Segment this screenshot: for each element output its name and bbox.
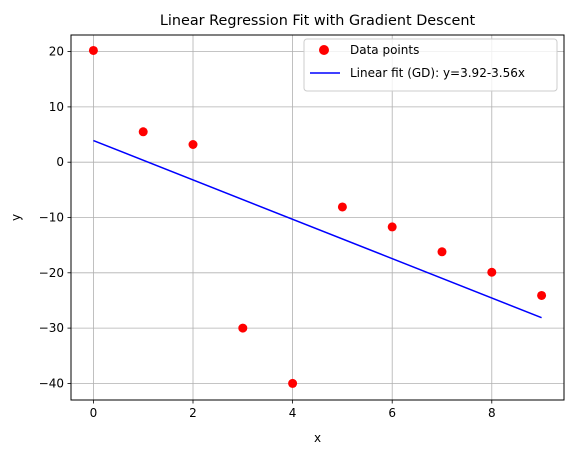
y-tick-label: −20 <box>39 266 64 280</box>
chart-title: Linear Regression Fit with Gradient Desc… <box>160 13 476 29</box>
data-point <box>238 323 248 333</box>
x-tick-label: 4 <box>289 406 297 420</box>
legend-marker-data-points <box>319 45 329 55</box>
data-point <box>387 222 397 232</box>
y-tick-label: −30 <box>39 321 64 335</box>
fit-line <box>93 139 542 319</box>
data-point <box>537 290 547 300</box>
legend: Data points Linear fit (GD): y=3.92-3.56… <box>303 38 558 92</box>
data-point <box>138 127 148 137</box>
x-tick-label: 0 <box>90 406 98 420</box>
legend-label-fit: Linear fit (GD): y=3.92-3.56x <box>350 66 525 80</box>
y-tick-label: −40 <box>39 376 64 390</box>
y-tick-label: 20 <box>49 45 64 59</box>
ticks: 0 2 4 6 8 −40 −30 −20 −10 0 10 20 <box>39 45 496 420</box>
grid <box>71 35 564 400</box>
data-point <box>288 378 298 388</box>
legend-box <box>303 38 558 92</box>
series-layer <box>88 45 547 388</box>
legend-label-data-points: Data points <box>350 43 419 57</box>
y-tick-label: 10 <box>49 100 64 114</box>
x-tick-label: 6 <box>388 406 396 420</box>
y-axis-label: y <box>9 214 23 221</box>
x-axis-label: x <box>314 431 321 445</box>
data-point <box>188 140 198 149</box>
x-tick-label: 8 <box>488 406 496 420</box>
y-tick-label: −10 <box>39 211 64 225</box>
y-tick-label: 0 <box>56 155 64 169</box>
x-tick-label: 2 <box>189 406 197 420</box>
data-point <box>337 202 347 212</box>
data-point <box>437 247 447 257</box>
data-point <box>487 267 497 277</box>
data-point <box>88 45 98 55</box>
